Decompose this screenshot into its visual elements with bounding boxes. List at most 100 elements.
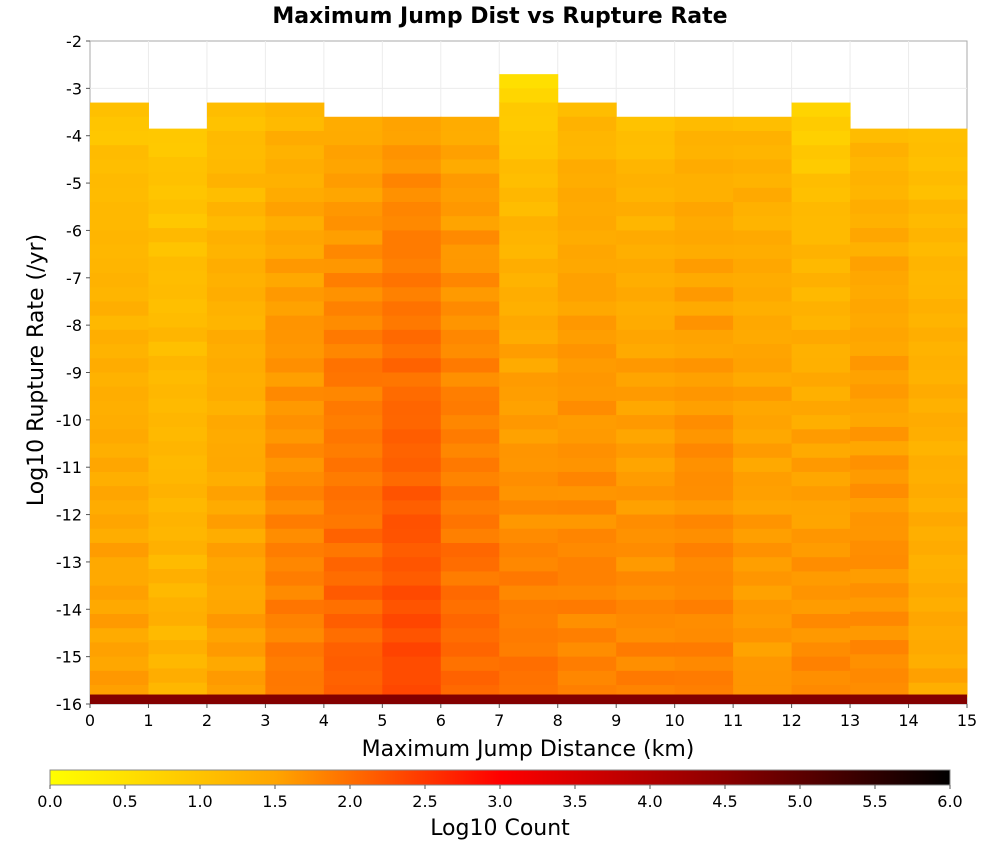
x-tick-label: 8: [553, 711, 563, 730]
heatmap-cell: [265, 386, 325, 402]
heatmap-cell: [206, 301, 266, 317]
heatmap-cell: [90, 230, 149, 246]
heatmap-cell: [206, 471, 266, 487]
heatmap-cell: [908, 455, 968, 471]
heatmap-cell: [616, 344, 676, 359]
heatmap-cell: [499, 628, 559, 643]
heatmap-cell: [850, 157, 910, 172]
x-tick-label: 0: [85, 711, 95, 730]
heatmap-cell: [733, 386, 793, 402]
heatmap-cell: [382, 344, 442, 359]
heatmap-cell: [499, 159, 559, 175]
heatmap-cell: [382, 386, 442, 402]
heatmap-cell: [557, 457, 617, 473]
heatmap-cell: [674, 457, 734, 473]
heatmap-cell: [733, 344, 793, 359]
x-tick-label: 7: [494, 711, 504, 730]
heatmap-cell: [265, 202, 325, 217]
heatmap-cell: [440, 159, 500, 175]
heatmap-cell: [206, 557, 266, 572]
y-tick-label: -16: [56, 695, 82, 714]
colorbar-label: Log10 Count: [430, 816, 570, 841]
heatmap-cell: [791, 656, 851, 672]
heatmap-cell: [791, 116, 851, 132]
heatmap-cell: [850, 327, 910, 343]
heatmap-cell: [148, 455, 208, 471]
heatmap-cell: [850, 497, 910, 513]
heatmap-cell: [733, 557, 793, 572]
heatmap-cell: [265, 230, 325, 246]
heatmap-cell: [908, 370, 968, 385]
heatmap-cell: [323, 642, 383, 658]
heatmap-cell: [440, 528, 500, 544]
heatmap-cell: [674, 557, 734, 572]
heatmap-cell: [323, 329, 383, 345]
heatmap-cell: [440, 557, 500, 572]
colorbar-tick-label: 1.5: [262, 792, 287, 811]
heatmap-cell: [90, 116, 149, 132]
heatmap-cell: [265, 542, 325, 558]
heatmap-cell: [557, 685, 617, 696]
heatmap-cell: [850, 597, 910, 613]
heatmap-cell: [674, 116, 734, 132]
heatmap-cell: [791, 528, 851, 544]
heatmap-cell: [382, 173, 442, 189]
heatmap-cell: [440, 258, 500, 274]
heatmap-cell: [557, 571, 617, 587]
heatmap-cell: [908, 526, 968, 542]
heatmap-cell: [733, 329, 793, 345]
heatmap-cell: [148, 583, 208, 598]
heatmap-cell: [323, 599, 383, 615]
heatmap-cell: [499, 457, 559, 473]
heatmap-cell: [674, 358, 734, 373]
heatmap-cell: [440, 145, 500, 160]
heatmap-cell: [440, 628, 500, 643]
heatmap-cell: [148, 554, 208, 570]
heatmap-cell: [557, 429, 617, 445]
heatmap-cell: [791, 301, 851, 317]
heatmap-cell: [616, 685, 676, 696]
heatmap-cell: [265, 670, 325, 686]
heatmap-cell: [265, 685, 325, 696]
heatmap-cell: [148, 270, 208, 286]
heatmap-cell: [674, 528, 734, 544]
heatmap-cell: [382, 145, 442, 160]
heatmap-cell: [440, 372, 500, 388]
heatmap-cell: [90, 173, 149, 189]
heatmap-cell: [382, 187, 442, 203]
heatmap-cell: [791, 258, 851, 274]
x-tick-label: 15: [957, 711, 977, 730]
heatmap-cell: [674, 542, 734, 558]
heatmap-cell: [557, 614, 617, 629]
heatmap-cell: [440, 244, 500, 260]
heatmap-cell: [791, 358, 851, 373]
heatmap-cell: [323, 542, 383, 558]
y-tick-label: -2: [66, 32, 82, 51]
y-tick-label: -5: [66, 174, 82, 193]
heatmap-cell: [674, 585, 734, 601]
heatmap-cell: [90, 642, 149, 658]
heatmap-cell: [323, 344, 383, 359]
heatmap-cell: [850, 483, 910, 499]
heatmap-cell: [440, 486, 500, 501]
heatmap-cell: [850, 625, 910, 641]
heatmap-cell: [323, 457, 383, 473]
heatmap-cell: [850, 455, 910, 471]
heatmap-cell: [265, 443, 325, 459]
heatmap-cell: [850, 185, 910, 201]
heatmap-cell: [206, 329, 266, 345]
heatmap-cell: [90, 614, 149, 629]
heatmap-cell: [206, 571, 266, 587]
heatmap-cell: [499, 88, 559, 104]
heatmap-cell: [908, 497, 968, 513]
heatmap-cell: [557, 344, 617, 359]
heatmap-cell: [908, 398, 968, 414]
heatmap-cell: [440, 315, 500, 331]
heatmap-cell: [382, 457, 442, 473]
colorbar-tick-label: 3.0: [487, 792, 512, 811]
heatmap-cell: [557, 230, 617, 246]
heatmap-cell: [908, 128, 968, 144]
y-tick-label: -9: [66, 364, 82, 383]
heatmap-cell: [616, 528, 676, 544]
heatmap-cell: [148, 341, 208, 357]
